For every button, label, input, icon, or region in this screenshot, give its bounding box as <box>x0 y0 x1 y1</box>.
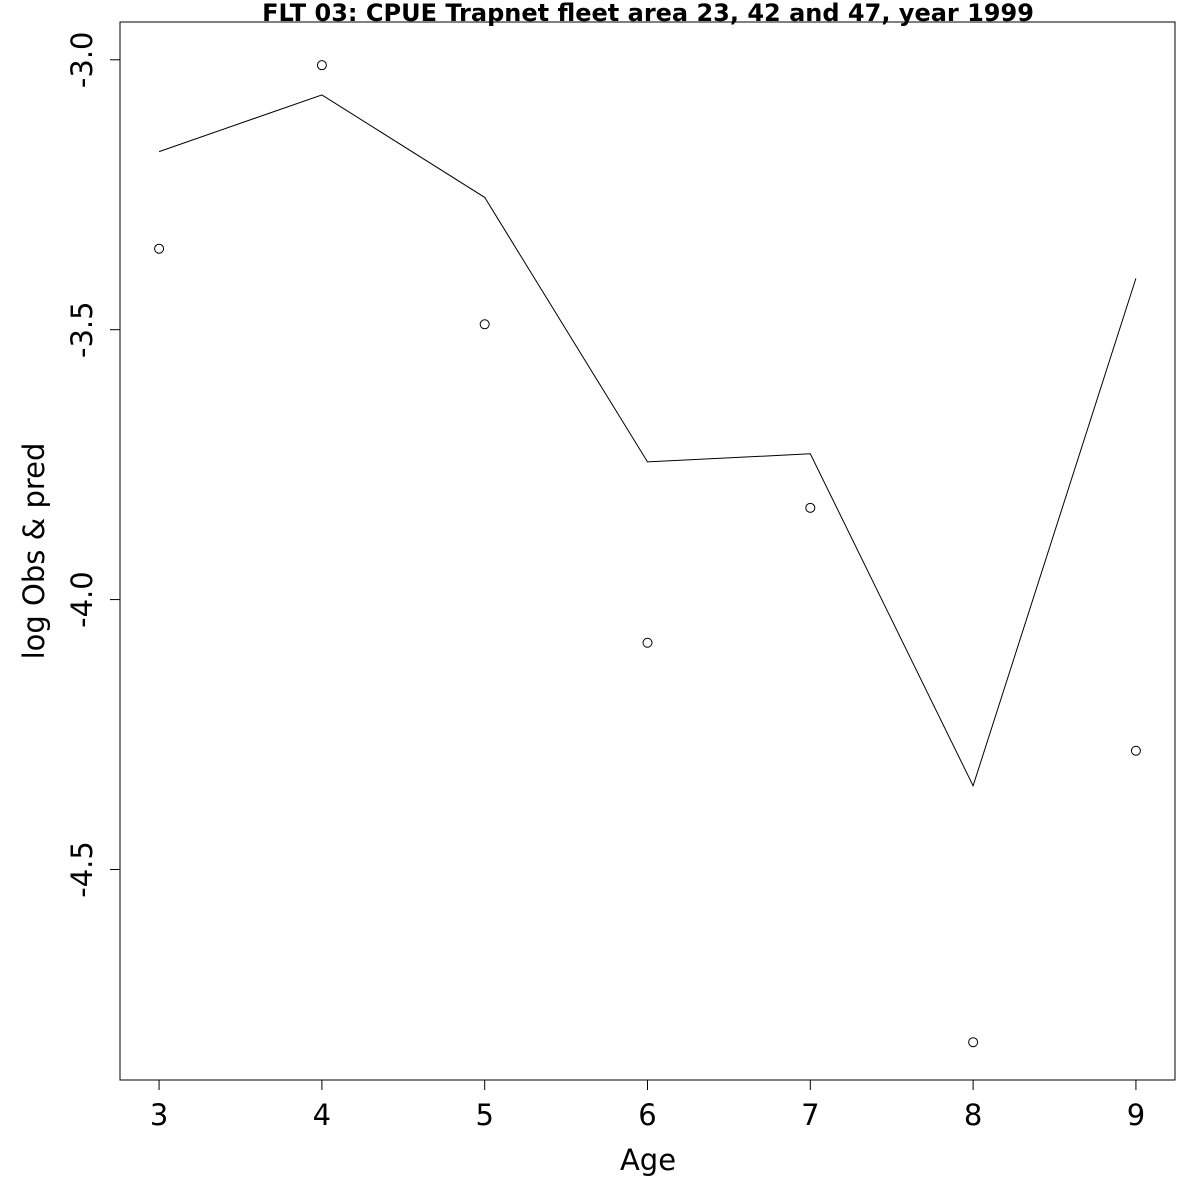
observed-point <box>1130 745 1141 756</box>
observed-point <box>968 1037 979 1048</box>
x-tick-label: 4 <box>313 1098 331 1132</box>
observed-point <box>316 60 327 71</box>
x-tick-label: 6 <box>638 1098 656 1132</box>
y-tick-label: -4.0 <box>65 571 99 628</box>
y-tick-label: -3.5 <box>65 301 99 358</box>
observed-point <box>642 637 653 648</box>
plot-frame <box>119 21 1176 1081</box>
observed-point <box>154 243 165 254</box>
observed-point <box>479 319 490 330</box>
observed-series-points <box>154 60 1141 1048</box>
x-tick-label: 9 <box>1127 1098 1145 1132</box>
x-tick-label: 7 <box>801 1098 819 1132</box>
x-axis-label: Age <box>620 1143 676 1177</box>
y-tick-label: -4.5 <box>65 841 99 898</box>
x-axis: 3 4 5 6 7 8 9 <box>150 1080 1145 1132</box>
y-axis-label: log Obs & pred <box>17 443 51 660</box>
predicted-series-line <box>158 94 1137 788</box>
y-axis: -3.0 -3.5 -4.0 -4.5 <box>65 31 120 898</box>
chart-title: FLT 03: CPUE Trapnet fleet area 23, 42 a… <box>262 0 1034 27</box>
x-tick-label: 3 <box>150 1098 168 1132</box>
x-tick-label: 5 <box>475 1098 493 1132</box>
observed-point <box>805 502 816 513</box>
x-tick-label: 8 <box>964 1098 982 1132</box>
y-tick-label: -3.0 <box>65 31 99 88</box>
